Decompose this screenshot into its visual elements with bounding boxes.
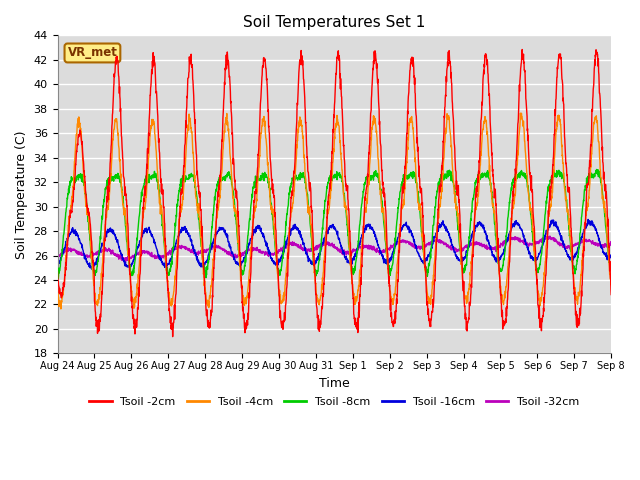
Legend: Tsoil -2cm, Tsoil -4cm, Tsoil -8cm, Tsoil -16cm, Tsoil -32cm: Tsoil -2cm, Tsoil -4cm, Tsoil -8cm, Tsoi… [85, 393, 584, 411]
Text: VR_met: VR_met [67, 47, 117, 60]
Y-axis label: Soil Temperature (C): Soil Temperature (C) [15, 130, 28, 259]
Title: Soil Temperatures Set 1: Soil Temperatures Set 1 [243, 15, 426, 30]
X-axis label: Time: Time [319, 377, 349, 390]
